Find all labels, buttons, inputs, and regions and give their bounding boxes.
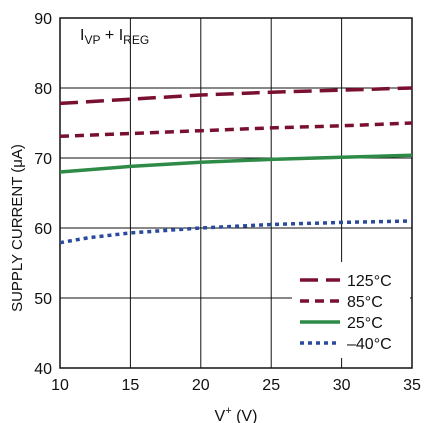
x-tick-label: 35 <box>403 377 421 394</box>
x-tick-label: 15 <box>122 377 140 394</box>
legend-label: –40°C <box>347 336 392 353</box>
x-tick-label: 25 <box>262 377 280 394</box>
series-line-1 <box>59 121 413 139</box>
series-line-0 <box>59 86 413 106</box>
x-axis-label-unit: (V) <box>232 408 258 423</box>
y-tick-labels: 40 50 60 70 80 90 <box>34 11 52 378</box>
x-tick-label: 10 <box>51 377 69 394</box>
y-tick-label: 70 <box>34 151 52 168</box>
annotation-mid: + I <box>100 27 123 44</box>
y-tick-label: 80 <box>34 81 52 98</box>
series-line-2 <box>59 153 413 174</box>
annotation-label: IVP + IREG <box>80 27 149 47</box>
x-axis-label-main: V <box>215 408 226 423</box>
y-tick-label: 40 <box>34 361 52 378</box>
y-tick-label: 50 <box>34 291 52 308</box>
legend-label: 25°C <box>347 315 383 332</box>
series-line-3 <box>59 219 413 245</box>
x-tick-label: 30 <box>333 377 351 394</box>
series-lines <box>59 86 413 245</box>
plot-frame <box>59 17 413 369</box>
legend-label: 125°C <box>347 273 392 290</box>
y-tick-label: 60 <box>34 221 52 238</box>
legend-label: 85°C <box>347 294 383 311</box>
y-axis-label: SUPPLY CURRENT (μA) <box>9 144 26 312</box>
legend: 125°C 85°C 25°C –40°C <box>292 262 410 358</box>
annotation-sub1: VP <box>84 33 100 47</box>
y-tick-label: 90 <box>34 11 52 28</box>
x-tick-labels: 10 15 20 25 30 35 <box>51 377 421 394</box>
x-tick-label: 20 <box>192 377 210 394</box>
annotation-main: I <box>80 27 84 44</box>
annotation-sub2: REG <box>123 33 149 47</box>
x-axis-label-sup: + <box>225 405 231 417</box>
x-axis-label: V+ (V) <box>215 405 258 423</box>
